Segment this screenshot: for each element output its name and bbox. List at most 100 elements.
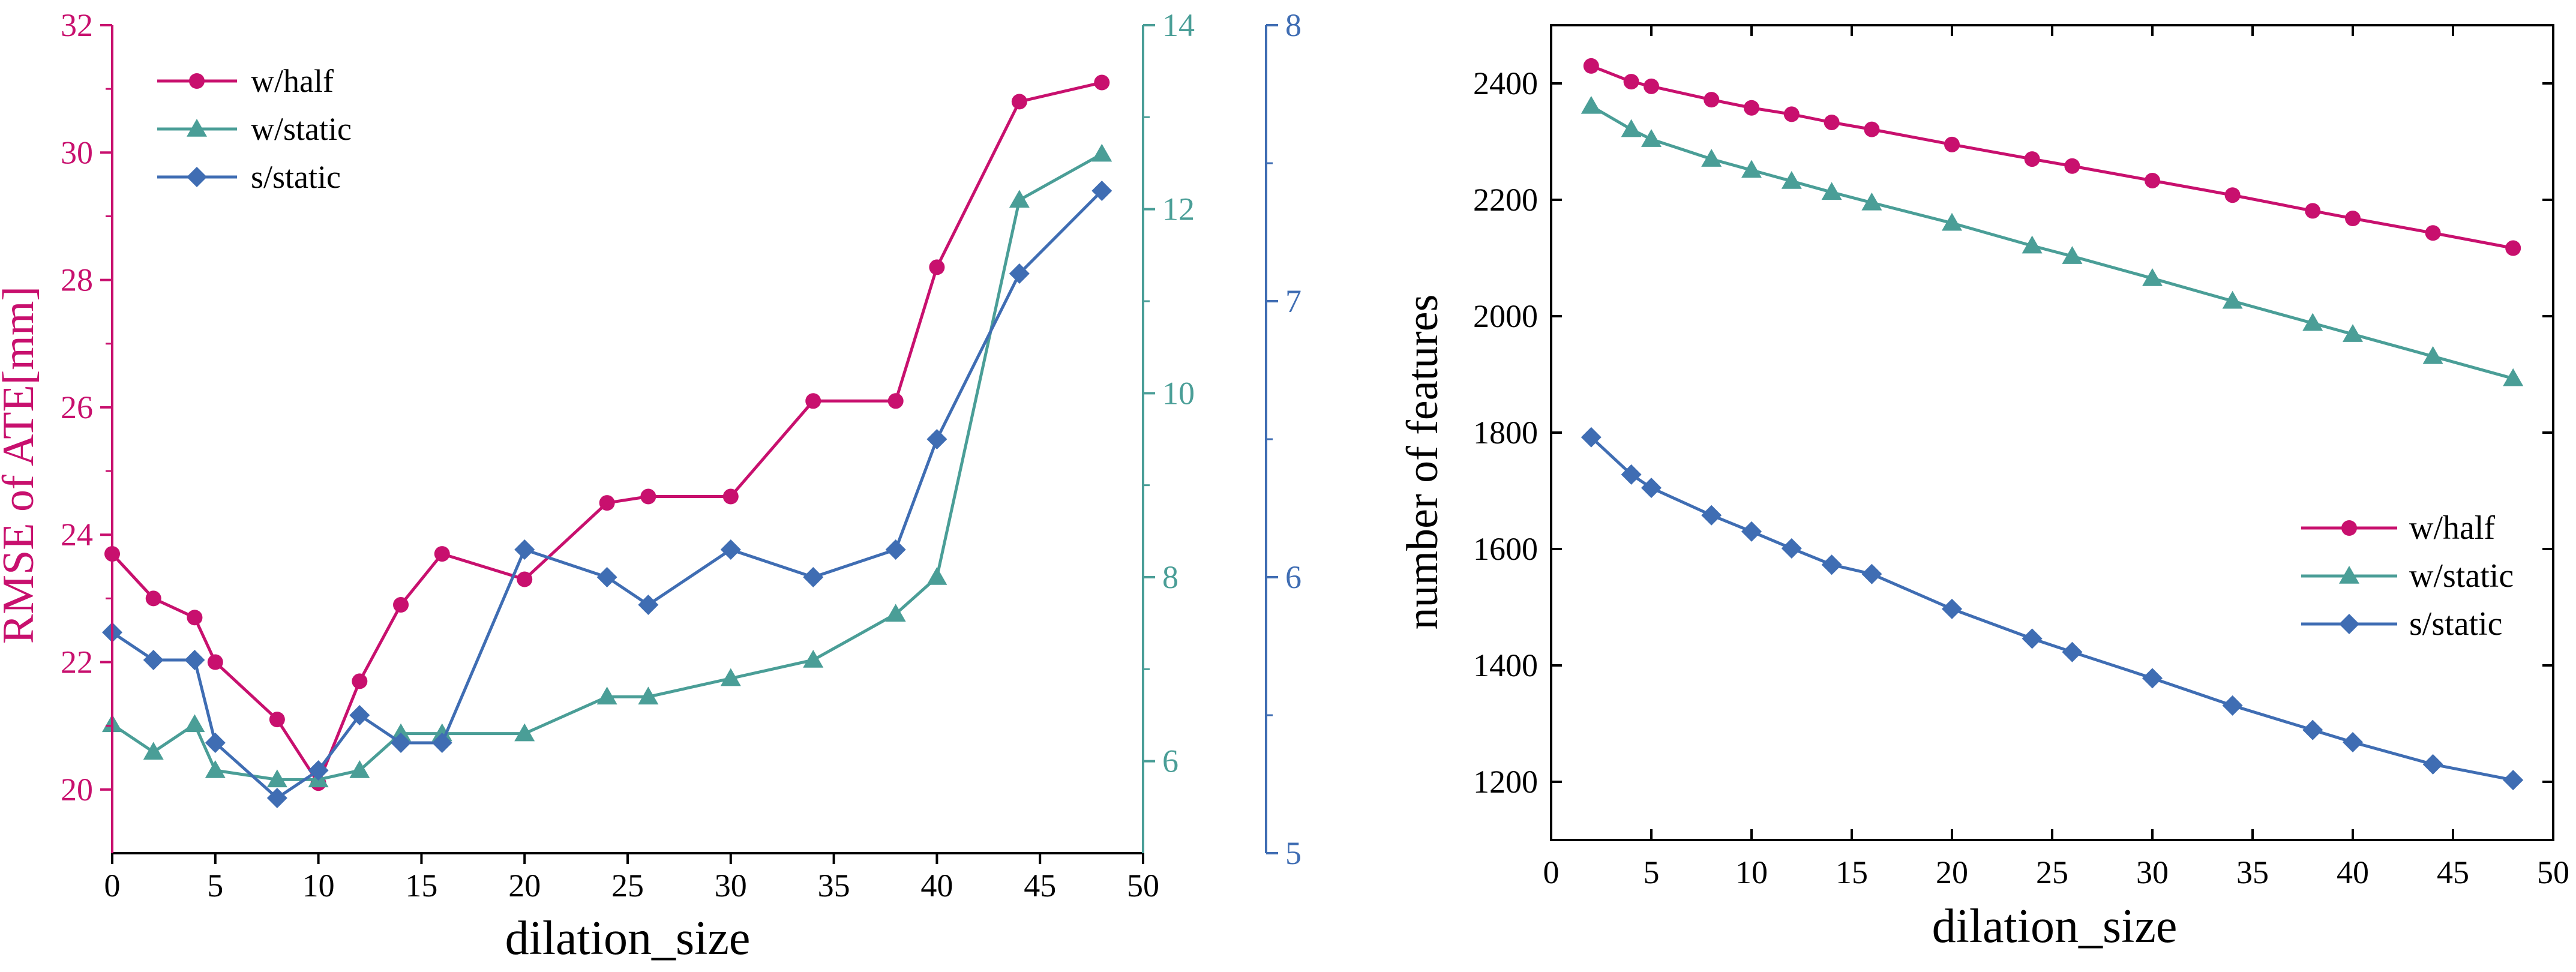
right1-tick-label: 8 bbox=[1162, 559, 1178, 595]
left-point-w-half bbox=[1094, 74, 1110, 91]
right-point-w-static bbox=[1641, 129, 1662, 147]
left-point-s-static bbox=[1009, 263, 1030, 284]
right-point-w-static bbox=[2022, 235, 2043, 254]
left-point-s-static bbox=[431, 733, 452, 753]
right-x-tick-label: 40 bbox=[2337, 854, 2369, 890]
left-series-line-w-static bbox=[111, 152, 1103, 781]
left-point-w-half bbox=[887, 393, 904, 409]
left-point-w-half bbox=[352, 673, 368, 689]
left-point-s-static bbox=[803, 567, 824, 587]
left-tick-label: 30 bbox=[61, 134, 93, 170]
right-y-axis-label: number of features bbox=[1398, 295, 1447, 630]
left-legend: w/half w/static s/static bbox=[157, 63, 352, 195]
right-legend-label: s/static bbox=[2409, 605, 2503, 643]
left-tick-label: 24 bbox=[61, 517, 93, 553]
left-x-tick-label: 20 bbox=[508, 868, 541, 904]
left-point-w-half bbox=[269, 712, 285, 728]
right-point-s-static bbox=[1641, 478, 1662, 499]
right-point-s-static bbox=[1861, 563, 1882, 584]
right-point-w-half bbox=[1744, 100, 1759, 116]
left-point-w-static bbox=[431, 723, 452, 742]
right-point-s-static bbox=[2422, 754, 2443, 775]
right-point-s-static bbox=[2503, 770, 2524, 791]
left-legend-label: w/half bbox=[251, 63, 334, 99]
right-point-w-half bbox=[1644, 78, 1659, 94]
left-point-w-half bbox=[599, 495, 615, 511]
right2-tick-label: 6 bbox=[1285, 559, 1302, 595]
left-legend-marker bbox=[187, 167, 207, 187]
left-point-s-static bbox=[349, 705, 370, 725]
right-point-w-static bbox=[2222, 290, 2243, 309]
left-point-s-static bbox=[1091, 181, 1112, 201]
right-x-tick-label: 0 bbox=[1543, 854, 1560, 890]
right-point-w-half bbox=[1783, 106, 1800, 122]
right-point-s-static bbox=[1821, 554, 1842, 575]
right-point-w-half bbox=[2064, 158, 2080, 174]
left-series-line-s-static bbox=[111, 190, 1103, 800]
left-x-tick-label: 50 bbox=[1127, 868, 1159, 904]
right-y-tick-label: 2000 bbox=[1473, 298, 1538, 334]
right-point-w-half bbox=[1824, 114, 1840, 130]
left-point-w-static bbox=[1009, 190, 1030, 208]
right-point-w-half bbox=[1583, 58, 1599, 74]
right2-tick-label: 5 bbox=[1285, 835, 1302, 871]
left-point-s-static bbox=[926, 429, 947, 449]
left-x-tick-label: 15 bbox=[405, 868, 437, 904]
left-point-w-half bbox=[929, 259, 945, 275]
left-point-w-static bbox=[205, 760, 226, 778]
right-point-w-half bbox=[2224, 187, 2241, 203]
left-tick-label: 32 bbox=[61, 7, 93, 43]
right-point-w-half bbox=[2505, 240, 2521, 256]
right-point-w-static bbox=[1741, 160, 1762, 178]
left-point-w-half bbox=[805, 393, 821, 409]
right-y-tick-label: 1200 bbox=[1473, 764, 1538, 800]
left-legend-marker bbox=[189, 73, 205, 89]
left-point-w-half bbox=[434, 546, 450, 562]
left-point-w-static bbox=[926, 567, 947, 585]
right-legend-label: w/half bbox=[2409, 509, 2495, 547]
left-point-w-static bbox=[1091, 143, 1112, 162]
left-point-w-static bbox=[349, 760, 370, 778]
left-point-s-static bbox=[184, 650, 205, 670]
right-x-axis-label: dilation_size bbox=[1932, 900, 2178, 953]
left-point-s-static bbox=[266, 788, 287, 808]
right-point-w-half bbox=[2425, 225, 2441, 241]
right-y-tick-label: 2400 bbox=[1473, 65, 1538, 101]
right-x-tick-label: 25 bbox=[2036, 854, 2068, 890]
left-tick-label: 26 bbox=[61, 389, 93, 425]
right-point-s-static bbox=[1781, 538, 1802, 559]
right-y-tick-label: 1600 bbox=[1473, 531, 1538, 567]
right2-tick-label: 8 bbox=[1285, 7, 1302, 43]
right-legend-marker bbox=[2339, 614, 2359, 634]
left-point-w-static bbox=[391, 723, 412, 742]
right-x-tick-label: 15 bbox=[1836, 854, 1868, 890]
right-point-s-static bbox=[2022, 628, 2043, 649]
left-tick-label: 28 bbox=[61, 262, 93, 298]
right-point-s-static bbox=[1741, 521, 1762, 542]
right-point-w-static bbox=[1701, 149, 1722, 167]
right-point-s-static bbox=[2142, 668, 2163, 689]
right-point-w-static bbox=[1621, 119, 1642, 137]
right-point-w-static bbox=[1861, 192, 1882, 211]
right-point-w-static bbox=[2343, 324, 2363, 342]
right-y-tick-label: 2200 bbox=[1473, 182, 1538, 218]
left-x-axis-label: dilation_size bbox=[505, 912, 751, 965]
left-point-s-static bbox=[885, 539, 906, 560]
left-point-w-static bbox=[596, 686, 617, 705]
left-point-w-static bbox=[720, 668, 741, 686]
right-point-s-static bbox=[2302, 719, 2323, 740]
left-point-w-half bbox=[722, 488, 739, 505]
left-x-tick-label: 10 bbox=[302, 868, 335, 904]
right-x-tick-label: 10 bbox=[1735, 854, 1768, 890]
right-point-w-half bbox=[2024, 151, 2040, 167]
left-x-tick-label: 0 bbox=[104, 868, 121, 904]
right-point-s-static bbox=[1621, 464, 1642, 485]
right2-tick-label: 7 bbox=[1285, 283, 1302, 319]
right-x-tick-label: 5 bbox=[1644, 854, 1660, 890]
left-point-w-static bbox=[638, 686, 659, 705]
left-y-axis-label: RMSE of ATE[mm] bbox=[0, 286, 43, 644]
left-point-w-half bbox=[517, 571, 533, 587]
left-x-tick-label: 40 bbox=[920, 868, 953, 904]
right-legend-marker bbox=[2339, 566, 2359, 584]
